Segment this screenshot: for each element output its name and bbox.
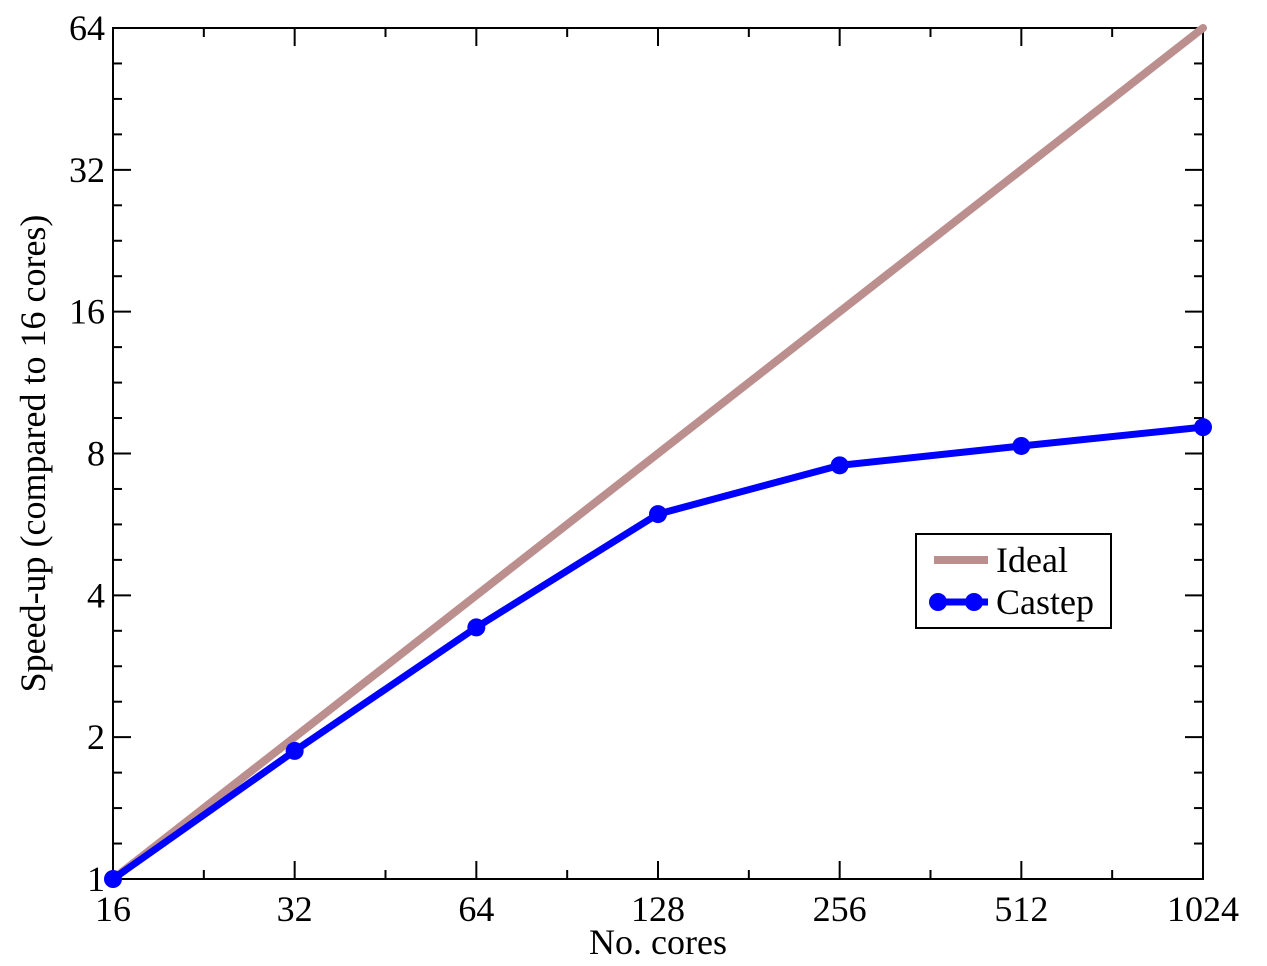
ticks [112,27,1204,880]
x-tick-label: 256 [813,889,867,929]
data-point-castep [830,456,849,475]
series-line-castep [109,423,1207,883]
data-point-castep [1012,436,1031,455]
x-axis-title: No. cores [589,922,727,962]
y-axis-title: Speed-up (compared to 16 cores) [13,215,53,693]
x-tick-label: 32 [277,889,313,929]
y-tick-label: 16 [69,292,105,332]
x-tick-label: 512 [994,889,1048,929]
series-line-ideal [109,24,1207,883]
x-tick-label: 128 [631,889,685,929]
data-point-castep [285,741,304,760]
y-tick-label: 8 [87,434,105,474]
x-tick-label: 1024 [1167,889,1239,929]
data-point-castep [467,618,486,637]
y-tick-label: 32 [69,150,105,190]
data-point-castep [1194,418,1212,437]
legend-label-ideal: Ideal [996,540,1068,580]
y-tick-label: 1 [87,859,105,899]
y-tick-label: 4 [87,575,105,615]
legend-marker-castep [929,593,947,611]
series [104,24,1212,888]
legend-label-castep: Castep [996,582,1094,622]
x-tick-label: 16 [95,889,131,929]
data-point-castep [104,870,122,888]
legend-box [915,533,1112,629]
data-point-castep [649,505,667,524]
x-tick-label: 64 [458,889,494,929]
y-tick-label: 64 [69,8,105,48]
labels: 16 32 64 128 256 512 1024 1 2 4 8 16 32 64 No. cores Sp… [13,8,1239,962]
legend-marker-castep [965,593,983,611]
y-tick-label: 2 [87,717,105,757]
